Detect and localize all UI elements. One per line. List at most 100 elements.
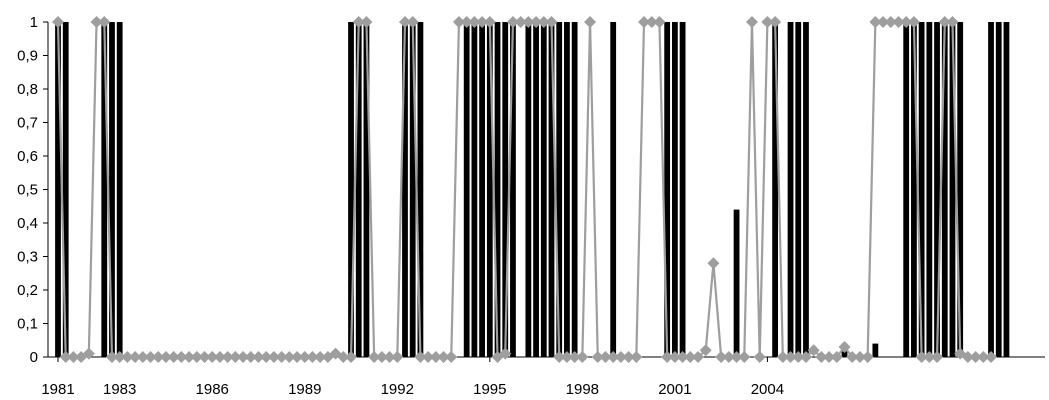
line-point [244, 351, 257, 363]
line-point [252, 351, 265, 363]
line-point [699, 344, 712, 357]
bar [872, 343, 879, 357]
y-tick-label: 0,7 [17, 115, 38, 132]
line-point [938, 16, 951, 28]
line-point [946, 16, 959, 28]
line-point [429, 351, 442, 363]
line-point [190, 351, 203, 363]
line-point [653, 16, 666, 28]
line-point [422, 351, 435, 363]
line-point [877, 16, 890, 28]
line-point [237, 351, 250, 363]
line-point [545, 16, 558, 28]
line-point [229, 351, 242, 363]
line-point [260, 351, 273, 363]
y-axis-labels: 0 0,1 0,2 0,3 0,4 0,5 0,6 0,7 0,8 0,9 1 [17, 14, 38, 366]
x-tick-label: 1981 [41, 381, 74, 398]
line-point [483, 16, 496, 28]
line-point [452, 16, 465, 28]
line-point [668, 351, 681, 363]
y-tick-label: 0,8 [17, 81, 38, 98]
line-point [152, 351, 165, 363]
line-point [692, 351, 705, 363]
line-point [985, 351, 998, 363]
line-point [961, 351, 974, 363]
line-point [892, 16, 905, 28]
line-point [406, 16, 419, 28]
bar [918, 22, 925, 357]
bar [502, 22, 509, 357]
line-point [923, 351, 936, 363]
line-point [221, 351, 234, 363]
bar [417, 22, 424, 357]
line-point [105, 351, 118, 363]
line-point [915, 351, 928, 363]
x-tick-label: 1986 [196, 381, 229, 398]
line-point [792, 351, 805, 363]
line-point [90, 16, 103, 28]
bar [911, 22, 917, 357]
line-point [337, 351, 350, 363]
line-point [398, 16, 411, 28]
line-point [630, 351, 643, 363]
line-point [869, 16, 882, 28]
line-point [900, 16, 913, 28]
line-point [761, 16, 774, 28]
x-tick-label: 1989 [288, 381, 321, 398]
x-axis-labels: 1981 1983 1986 1989 1992 1995 1998 2001 2004 [41, 381, 784, 398]
line-point [499, 347, 512, 360]
line-point [784, 351, 797, 363]
bar [556, 22, 563, 357]
bar [995, 22, 1002, 357]
line-point [799, 351, 812, 363]
line-point [198, 351, 211, 363]
bar [957, 22, 964, 357]
line-point [213, 351, 226, 363]
line-point [159, 351, 172, 363]
line-point [560, 351, 573, 363]
bar [664, 22, 671, 357]
line-point [645, 16, 658, 28]
bar [571, 22, 578, 357]
line-point [838, 340, 851, 353]
line-point [661, 351, 674, 363]
line-point [738, 351, 751, 363]
line-point [846, 351, 859, 363]
line-point [375, 351, 388, 363]
bar [109, 22, 115, 357]
bar [540, 22, 547, 357]
x-tick-label: 1992 [381, 381, 414, 398]
y-tick-label: 0,5 [17, 182, 38, 199]
line-point [907, 16, 920, 28]
line-point [769, 16, 782, 28]
line-point [614, 351, 627, 363]
line-point [275, 351, 288, 363]
line-point [183, 351, 196, 363]
bar [62, 22, 69, 357]
line-point [206, 351, 219, 363]
line-point [82, 347, 95, 360]
y-tick-label: 0 [30, 349, 38, 366]
y-tick-label: 0,2 [17, 282, 38, 299]
line-point [638, 16, 651, 28]
line-point [306, 351, 319, 363]
line-point [584, 16, 597, 28]
line-point [283, 351, 296, 363]
y-tick-label: 0,3 [17, 249, 38, 266]
line-point [676, 351, 689, 363]
y-tick-label: 0,4 [17, 215, 38, 232]
bar [988, 22, 994, 357]
line-point [830, 351, 843, 363]
line-point [815, 351, 828, 363]
line-point [537, 16, 550, 28]
line-path [56, 20, 992, 359]
line-point [345, 351, 358, 363]
line-point [391, 351, 404, 363]
bar [363, 22, 370, 357]
line-point [267, 351, 280, 363]
bar [949, 22, 956, 357]
line-point [468, 16, 481, 28]
line-point [360, 16, 373, 28]
bar-series [55, 22, 1010, 357]
line-point [753, 351, 766, 363]
